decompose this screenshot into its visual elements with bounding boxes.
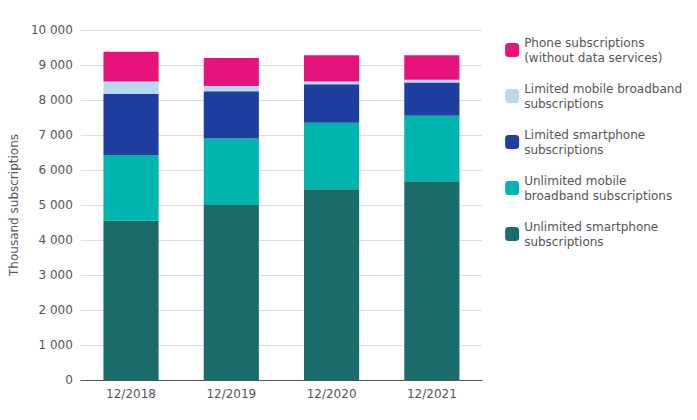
svg-text:subscriptions: subscriptions <box>524 143 603 157</box>
svg-text:Limited mobile broadband: Limited mobile broadband <box>524 82 682 96</box>
svg-text:3 000: 3 000 <box>39 268 73 282</box>
svg-text:10 000: 10 000 <box>31 23 73 37</box>
svg-text:1 000: 1 000 <box>39 338 73 352</box>
svg-text:6 000: 6 000 <box>39 163 73 177</box>
svg-text:9 000: 9 000 <box>39 58 73 72</box>
svg-text:broadband subscriptions: broadband subscriptions <box>524 189 672 203</box>
svg-text:2 000: 2 000 <box>39 303 73 317</box>
svg-text:Limited smartphone: Limited smartphone <box>524 128 645 142</box>
svg-text:subscriptions: subscriptions <box>524 235 603 249</box>
svg-text:7 000: 7 000 <box>39 128 73 142</box>
svg-text:12/2021: 12/2021 <box>407 387 457 401</box>
svg-text:Unlimited smartphone: Unlimited smartphone <box>524 220 658 234</box>
svg-text:Phone subscriptions: Phone subscriptions <box>524 36 644 50</box>
svg-text:subscriptions: subscriptions <box>524 97 603 111</box>
svg-text:12/2018: 12/2018 <box>106 387 156 401</box>
svg-text:4 000: 4 000 <box>39 233 73 247</box>
svg-text:12/2020: 12/2020 <box>307 387 357 401</box>
svg-text:Thousand subscriptions: Thousand subscriptions <box>7 134 21 277</box>
svg-text:5 000: 5 000 <box>39 198 73 212</box>
svg-text:(without data services): (without data services) <box>524 51 662 65</box>
svg-text:Unlimited mobile: Unlimited mobile <box>524 174 626 188</box>
svg-text:0: 0 <box>65 373 73 387</box>
svg-text:12/2019: 12/2019 <box>206 387 256 401</box>
svg-text:8 000: 8 000 <box>39 93 73 107</box>
